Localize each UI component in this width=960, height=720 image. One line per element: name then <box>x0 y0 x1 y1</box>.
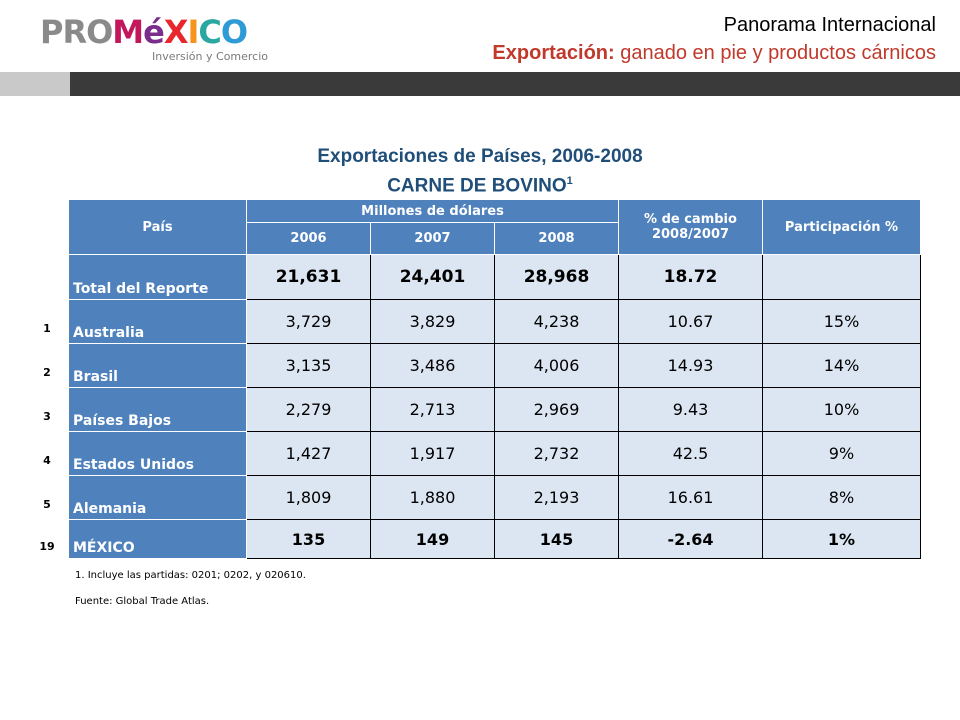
share-cell: 8% <box>762 475 921 520</box>
header-year: 2007 <box>370 222 495 255</box>
value-2008: 4,006 <box>494 343 619 388</box>
footnote-marker: 1 <box>566 175 573 187</box>
country-cell: Total del Reporte <box>68 254 247 300</box>
change-cell: 10.67 <box>618 299 763 344</box>
logo-tagline: Inversión y Comercio <box>152 50 269 63</box>
source-note: Fuente: Global Trade Atlas. <box>75 596 210 607</box>
rank-label: 2 <box>43 366 51 379</box>
share-cell: 15% <box>762 299 921 344</box>
header-share: Participación % <box>762 199 921 255</box>
value-2007: 1,917 <box>370 431 495 476</box>
footnote: 1. Incluye las partidas: 0201; 0202, y 0… <box>75 570 306 581</box>
header-subtitle-bold: Exportación: <box>492 42 615 64</box>
header-year: 2008 <box>494 222 619 255</box>
country-cell: Estados Unidos <box>68 431 247 476</box>
value-2006: 21,631 <box>246 254 371 300</box>
change-cell: 9.43 <box>618 387 763 432</box>
slide-title: Exportaciones de Países, 2006-2008 <box>317 146 643 167</box>
value-2007: 1,880 <box>370 475 495 520</box>
value-2006: 1,809 <box>246 475 371 520</box>
header-divider-bar <box>0 72 960 96</box>
value-2007: 149 <box>370 519 495 559</box>
change-cell: 16.61 <box>618 475 763 520</box>
change-cell: 42.5 <box>618 431 763 476</box>
share-cell <box>762 254 921 300</box>
value-2007: 2,713 <box>370 387 495 432</box>
table-row: Estados Unidos 1,427 1,917 2,732 42.5 9% <box>68 431 921 476</box>
table-row: Brasil 3,135 3,486 4,006 14.93 14% <box>68 343 921 388</box>
country-cell: Brasil <box>68 343 247 388</box>
share-cell: 1% <box>762 519 921 559</box>
rank-label: 19 <box>39 540 55 553</box>
value-2006: 2,279 <box>246 387 371 432</box>
value-2008: 2,969 <box>494 387 619 432</box>
rank-label: 4 <box>43 454 51 467</box>
header-divider-accent <box>0 72 70 96</box>
table-row: Países Bajos 2,279 2,713 2,969 9.43 10% <box>68 387 921 432</box>
share-cell: 9% <box>762 431 921 476</box>
value-2006: 135 <box>246 519 371 559</box>
header-change: % de cambio 2008/2007 <box>618 199 763 255</box>
share-cell: 10% <box>762 387 921 432</box>
value-2007: 3,829 <box>370 299 495 344</box>
share-cell: 14% <box>762 343 921 388</box>
country-cell: MÉXICO <box>68 519 247 559</box>
table-row-mexico: MÉXICO 135 149 145 -2.64 1% <box>68 519 921 559</box>
header-year: 2006 <box>246 222 371 255</box>
value-2006: 1,427 <box>246 431 371 476</box>
table-row-total: Total del Reporte 21,631 24,401 28,968 1… <box>68 254 921 300</box>
value-2007: 24,401 <box>370 254 495 300</box>
header-subtitle-rest: ganado en pie y productos cárnicos <box>614 42 936 64</box>
value-2008: 28,968 <box>494 254 619 300</box>
value-2007: 3,486 <box>370 343 495 388</box>
value-2008: 145 <box>494 519 619 559</box>
slide-subtitle-text: CARNE DE BOVINO <box>387 175 567 197</box>
change-cell: -2.64 <box>618 519 763 559</box>
value-2006: 3,135 <box>246 343 371 388</box>
country-cell: Australia <box>68 299 247 344</box>
country-cell: Alemania <box>68 475 247 520</box>
change-cell: 14.93 <box>618 343 763 388</box>
header-subtitle: Exportación: ganado en pie y productos c… <box>492 42 936 65</box>
slide-subtitle: CARNE DE BOVINO1 <box>0 175 960 197</box>
rank-label: 5 <box>43 498 51 511</box>
header-title: Panorama Internacional <box>723 14 936 36</box>
value-2008: 4,238 <box>494 299 619 344</box>
promexico-logo: PROMéXICO Inversión y Comercio <box>40 12 280 68</box>
value-2008: 2,193 <box>494 475 619 520</box>
rank-label: 3 <box>43 410 51 423</box>
header-country: País <box>68 199 247 255</box>
value-2006: 3,729 <box>246 299 371 344</box>
logo-wordmark: PROMéXICO <box>40 13 248 51</box>
value-2008: 2,732 <box>494 431 619 476</box>
table-row: Australia 3,729 3,829 4,238 10.67 15% <box>68 299 921 344</box>
country-cell: Países Bajos <box>68 387 247 432</box>
change-cell: 18.72 <box>618 254 763 300</box>
exports-table: País Millones de dólares % de cambio 200… <box>68 199 921 559</box>
header-millions: Millones de dólares <box>246 199 619 223</box>
rank-label: 1 <box>43 322 51 335</box>
table-row: Alemania 1,809 1,880 2,193 16.61 8% <box>68 475 921 520</box>
